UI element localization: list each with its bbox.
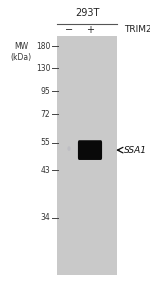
Text: 180: 180 (36, 42, 50, 51)
Text: 55: 55 (40, 138, 50, 147)
Text: MW
(kDa): MW (kDa) (11, 42, 32, 62)
Text: TRIM21: TRIM21 (124, 25, 150, 34)
Text: 34: 34 (40, 213, 50, 222)
Text: SSA1: SSA1 (124, 146, 147, 155)
Ellipse shape (67, 146, 71, 151)
Text: 293T: 293T (75, 8, 99, 19)
Bar (57, 36, 117, 275)
Text: 43: 43 (40, 166, 50, 175)
FancyBboxPatch shape (78, 140, 102, 160)
Text: 130: 130 (36, 64, 50, 73)
Text: 95: 95 (40, 87, 50, 96)
Text: +: + (86, 25, 94, 35)
Text: −: − (65, 25, 73, 35)
Text: 72: 72 (41, 110, 50, 119)
